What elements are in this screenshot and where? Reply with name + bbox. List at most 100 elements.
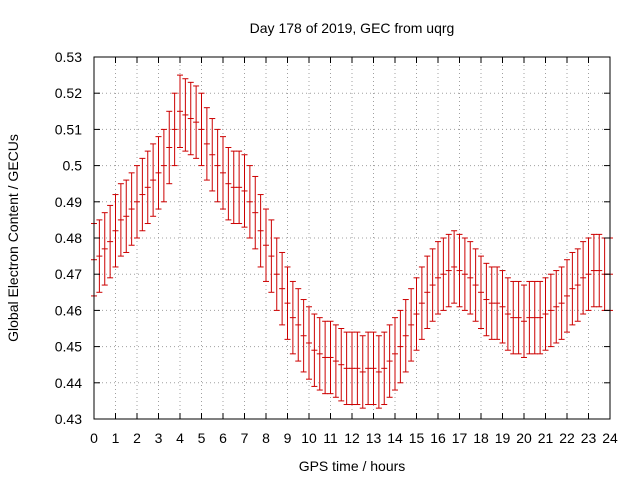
error-bar-point xyxy=(483,262,490,337)
error-bar-point xyxy=(408,288,415,362)
error-bar-point xyxy=(418,266,425,340)
error-bar-point xyxy=(182,78,189,152)
error-bar-point xyxy=(101,212,108,286)
x-tick-label: 21 xyxy=(538,430,554,446)
error-bar-point xyxy=(461,237,468,311)
error-bar-point xyxy=(311,313,318,387)
error-bar-point xyxy=(343,331,350,406)
error-bar-point xyxy=(564,259,570,333)
error-bar-point xyxy=(150,143,157,217)
x-tick-label: 14 xyxy=(387,430,403,446)
error-bar-point xyxy=(381,331,388,406)
error-bar-point xyxy=(445,233,452,308)
error-bar-point xyxy=(203,107,210,181)
error-bar-point xyxy=(531,280,538,355)
error-bar-point xyxy=(397,309,404,384)
error-bar-point xyxy=(225,147,232,221)
y-tick-labels: 0.43 0.44 0.45 0.46 0.47 0.48 0.49 0.5 0.51 0.52 0… xyxy=(55,49,82,427)
error-bar-point xyxy=(316,317,323,391)
error-bar-point xyxy=(134,165,140,239)
x-tick-label: 10 xyxy=(301,430,317,446)
error-bar-point xyxy=(440,237,447,311)
error-bar-point xyxy=(370,331,377,406)
y-tick-label: 0.44 xyxy=(55,375,82,391)
y-tick-label: 0.5 xyxy=(63,158,83,174)
error-bar-point xyxy=(107,204,114,279)
x-tick-label: 17 xyxy=(452,430,468,446)
error-bar-point xyxy=(456,233,463,308)
error-bar-point xyxy=(268,219,275,293)
error-bar-point xyxy=(521,284,527,358)
error-bar-point xyxy=(112,194,119,268)
x-tick-label: 8 xyxy=(262,430,270,446)
x-tick-label: 23 xyxy=(581,430,597,446)
error-bar-point xyxy=(166,110,173,185)
error-bar-point xyxy=(284,266,291,340)
y-tick-label: 0.52 xyxy=(55,85,82,101)
y-tick-label: 0.47 xyxy=(55,266,82,282)
error-bar-point xyxy=(354,331,361,406)
error-bar-point xyxy=(435,241,441,315)
x-tick-label: 9 xyxy=(284,430,292,446)
error-bar-point xyxy=(123,179,130,253)
error-bar-point xyxy=(402,299,409,373)
error-bar-point xyxy=(526,280,533,355)
error-bar-point xyxy=(252,175,259,250)
error-bar-point xyxy=(542,277,549,351)
x-tick-label: 22 xyxy=(559,430,575,446)
error-bar-point xyxy=(429,248,436,322)
y-tick-label: 0.53 xyxy=(55,49,82,65)
error-bar-point xyxy=(537,280,544,355)
error-bar-point xyxy=(128,172,135,246)
error-bar-point xyxy=(306,306,312,380)
x-tick-label: 4 xyxy=(176,430,184,446)
error-bar-point xyxy=(198,92,205,167)
error-bar-point xyxy=(263,208,269,282)
x-tick-label: 3 xyxy=(155,430,163,446)
error-bar-point xyxy=(177,74,183,148)
x-tick-label: 2 xyxy=(133,430,141,446)
x-tick-label: 11 xyxy=(323,430,338,446)
chart-title: Day 178 of 2019, GEC from uqrg xyxy=(250,20,455,36)
x-tick-label: 16 xyxy=(430,430,446,446)
x-tick-label: 20 xyxy=(516,430,532,446)
axis-ticks xyxy=(93,56,611,420)
error-bar-point xyxy=(160,128,167,203)
error-bar-point xyxy=(424,255,431,329)
error-bar-point xyxy=(171,92,178,167)
x-tick-label: 15 xyxy=(409,430,425,446)
error-bar-point xyxy=(214,128,221,203)
error-bar-point xyxy=(295,288,302,362)
error-bar-point xyxy=(499,270,506,344)
error-bar-point xyxy=(236,150,243,225)
error-bar-point xyxy=(246,165,253,239)
error-bar-point xyxy=(332,324,339,398)
error-bar-point xyxy=(96,219,103,293)
error-bar-point xyxy=(596,233,603,308)
error-bar-point xyxy=(590,233,597,308)
x-tick-label: 13 xyxy=(366,430,382,446)
error-bar-point xyxy=(365,331,372,406)
error-bar-point xyxy=(478,255,484,329)
error-bars xyxy=(91,74,613,409)
error-bar-point xyxy=(375,335,382,409)
y-tick-label: 0.49 xyxy=(55,194,82,210)
error-bar-point xyxy=(349,331,355,406)
x-axis-label: GPS time / hours xyxy=(299,458,406,474)
error-bar-point xyxy=(241,154,248,228)
error-bar-point xyxy=(585,237,592,311)
error-bar-point xyxy=(193,85,200,159)
error-bar-point xyxy=(155,136,162,210)
error-bar-point xyxy=(338,328,345,402)
error-bar-point xyxy=(515,280,522,355)
error-bar-point xyxy=(209,118,216,192)
error-bar-point xyxy=(257,194,264,268)
y-tick-label: 0.51 xyxy=(55,121,82,137)
x-tick-label: 5 xyxy=(198,430,206,446)
error-bar-point xyxy=(467,241,474,315)
x-tick-label: 19 xyxy=(495,430,511,446)
x-tick-label: 1 xyxy=(112,430,120,446)
error-bar-point xyxy=(327,320,334,395)
